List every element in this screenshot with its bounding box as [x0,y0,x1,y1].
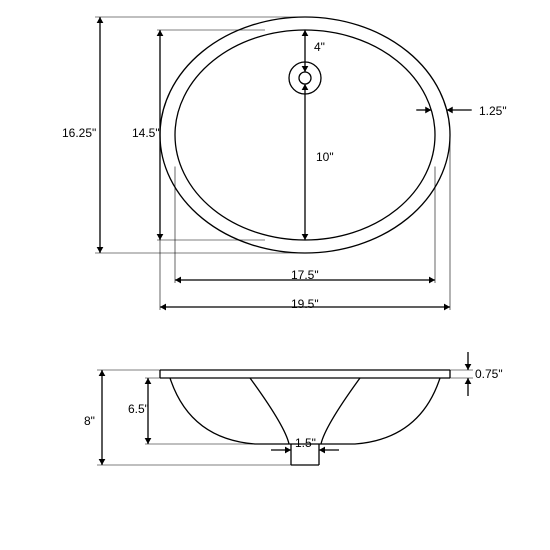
dim-drain-pipe: 1.5" [295,436,316,450]
drawing-svg [0,0,550,550]
dim-rim-width: 1.25" [479,104,507,118]
dim-outer-height: 16.25" [62,126,96,140]
dim-inner-height: 14.5" [132,126,160,140]
technical-drawing: 16.25" 14.5" 4" 10" 1.25" 17.5" 19.5" 8"… [0,0,550,550]
dim-drain-offset: 4" [314,40,325,54]
dim-side-rim: 0.75" [475,367,503,381]
dim-inner-width: 17.5" [291,268,319,282]
dim-side-total: 8" [84,414,95,428]
dim-outer-width: 19.5" [291,297,319,311]
dim-bowl-depth: 10" [316,150,334,164]
dim-side-bowl: 6.5" [128,402,149,416]
